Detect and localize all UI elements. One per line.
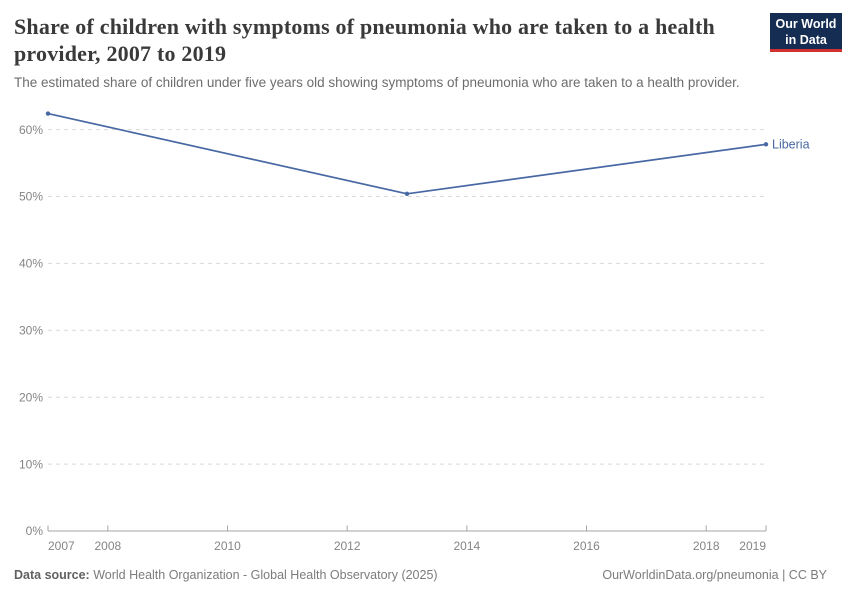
- y-axis-label: 50%: [19, 190, 43, 204]
- x-tick-label: 2014: [453, 539, 480, 553]
- x-tick-label: 2007: [48, 539, 75, 553]
- data-source-label: Data source:: [14, 568, 90, 582]
- owid-logo-line2: in Data: [785, 33, 827, 47]
- series-line-liberia: [47, 112, 767, 195]
- x-tick-label: 2010: [214, 539, 241, 553]
- owid-logo: Our World in Data: [770, 13, 842, 52]
- data-point: [404, 191, 410, 197]
- chart-subtitle: The estimated share of children under fi…: [14, 75, 740, 90]
- chart-title: Share of children with symptoms of pneum…: [14, 14, 715, 66]
- y-axis-label: 10%: [19, 457, 43, 471]
- data-point: [763, 142, 769, 147]
- y-axis-label: 60%: [19, 123, 43, 137]
- series-label-liberia: Liberia: [772, 138, 810, 152]
- x-tick-label: 2018: [693, 539, 720, 553]
- y-axis-label: 30%: [19, 324, 43, 338]
- owid-logo-line1: Our World: [775, 17, 837, 31]
- data-source: Data source: World Health Organization -…: [14, 568, 438, 582]
- x-tick-label: 2019: [739, 539, 766, 553]
- y-axis-label: 40%: [19, 257, 43, 271]
- x-tick-label: 2016: [573, 539, 600, 553]
- chart-footer: Data source: World Health Organization -…: [14, 568, 827, 582]
- data-point: [45, 111, 51, 116]
- y-axis-label: 20%: [19, 390, 43, 404]
- data-source-text: World Health Organization - Global Healt…: [89, 568, 438, 582]
- x-tick-label: 2008: [94, 539, 121, 553]
- x-tick-label: 2012: [334, 539, 361, 553]
- y-axis-label: 0%: [26, 524, 44, 538]
- owid-url-link[interactable]: OurWorldinData.org/pneumonia | CC BY: [602, 568, 827, 582]
